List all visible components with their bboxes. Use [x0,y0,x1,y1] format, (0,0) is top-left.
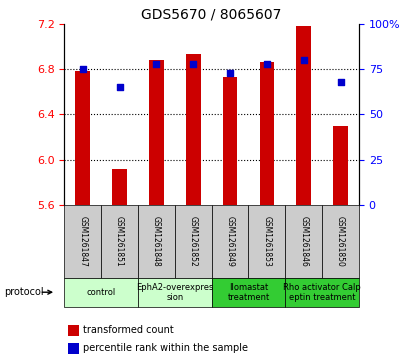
Bar [286,205,322,278]
Bar [296,26,311,205]
Bar [138,205,175,278]
Bar [112,169,127,205]
Bar [212,278,286,307]
Bar [259,62,274,205]
Text: control: control [87,288,116,297]
Bar [322,205,359,278]
Point [190,61,197,66]
Bar [212,205,249,278]
Bar [149,60,164,205]
Bar [223,77,237,205]
Bar [286,278,359,307]
Point [153,61,160,66]
Bar [64,205,101,278]
Bar [333,126,348,205]
Text: EphA2-overexpres
sion: EphA2-overexpres sion [136,282,213,302]
Bar [249,205,286,278]
Bar [138,278,212,307]
Text: GSM1261849: GSM1261849 [226,216,234,267]
Point [337,79,344,85]
Text: GSM1261848: GSM1261848 [152,216,161,267]
Bar [64,278,138,307]
Text: percentile rank within the sample: percentile rank within the sample [83,343,248,354]
Title: GDS5670 / 8065607: GDS5670 / 8065607 [142,7,282,21]
Text: protocol: protocol [4,287,44,297]
Bar [76,71,90,205]
Point [79,66,86,72]
Text: GSM1261846: GSM1261846 [299,216,308,267]
Text: GSM1261851: GSM1261851 [115,216,124,267]
Text: Ilomastat
treatment: Ilomastat treatment [227,282,270,302]
Bar [186,54,200,205]
Text: Rho activator Calp
eptin treatment: Rho activator Calp eptin treatment [283,282,361,302]
Bar [101,205,138,278]
Text: transformed count: transformed count [83,325,174,335]
Bar [175,205,212,278]
Text: GSM1261850: GSM1261850 [336,216,345,267]
Point [264,61,270,66]
Point [116,84,123,90]
Text: GSM1261852: GSM1261852 [189,216,198,267]
Point [300,57,307,63]
Point [227,70,233,76]
Text: GSM1261853: GSM1261853 [262,216,271,267]
Text: GSM1261847: GSM1261847 [78,216,87,267]
